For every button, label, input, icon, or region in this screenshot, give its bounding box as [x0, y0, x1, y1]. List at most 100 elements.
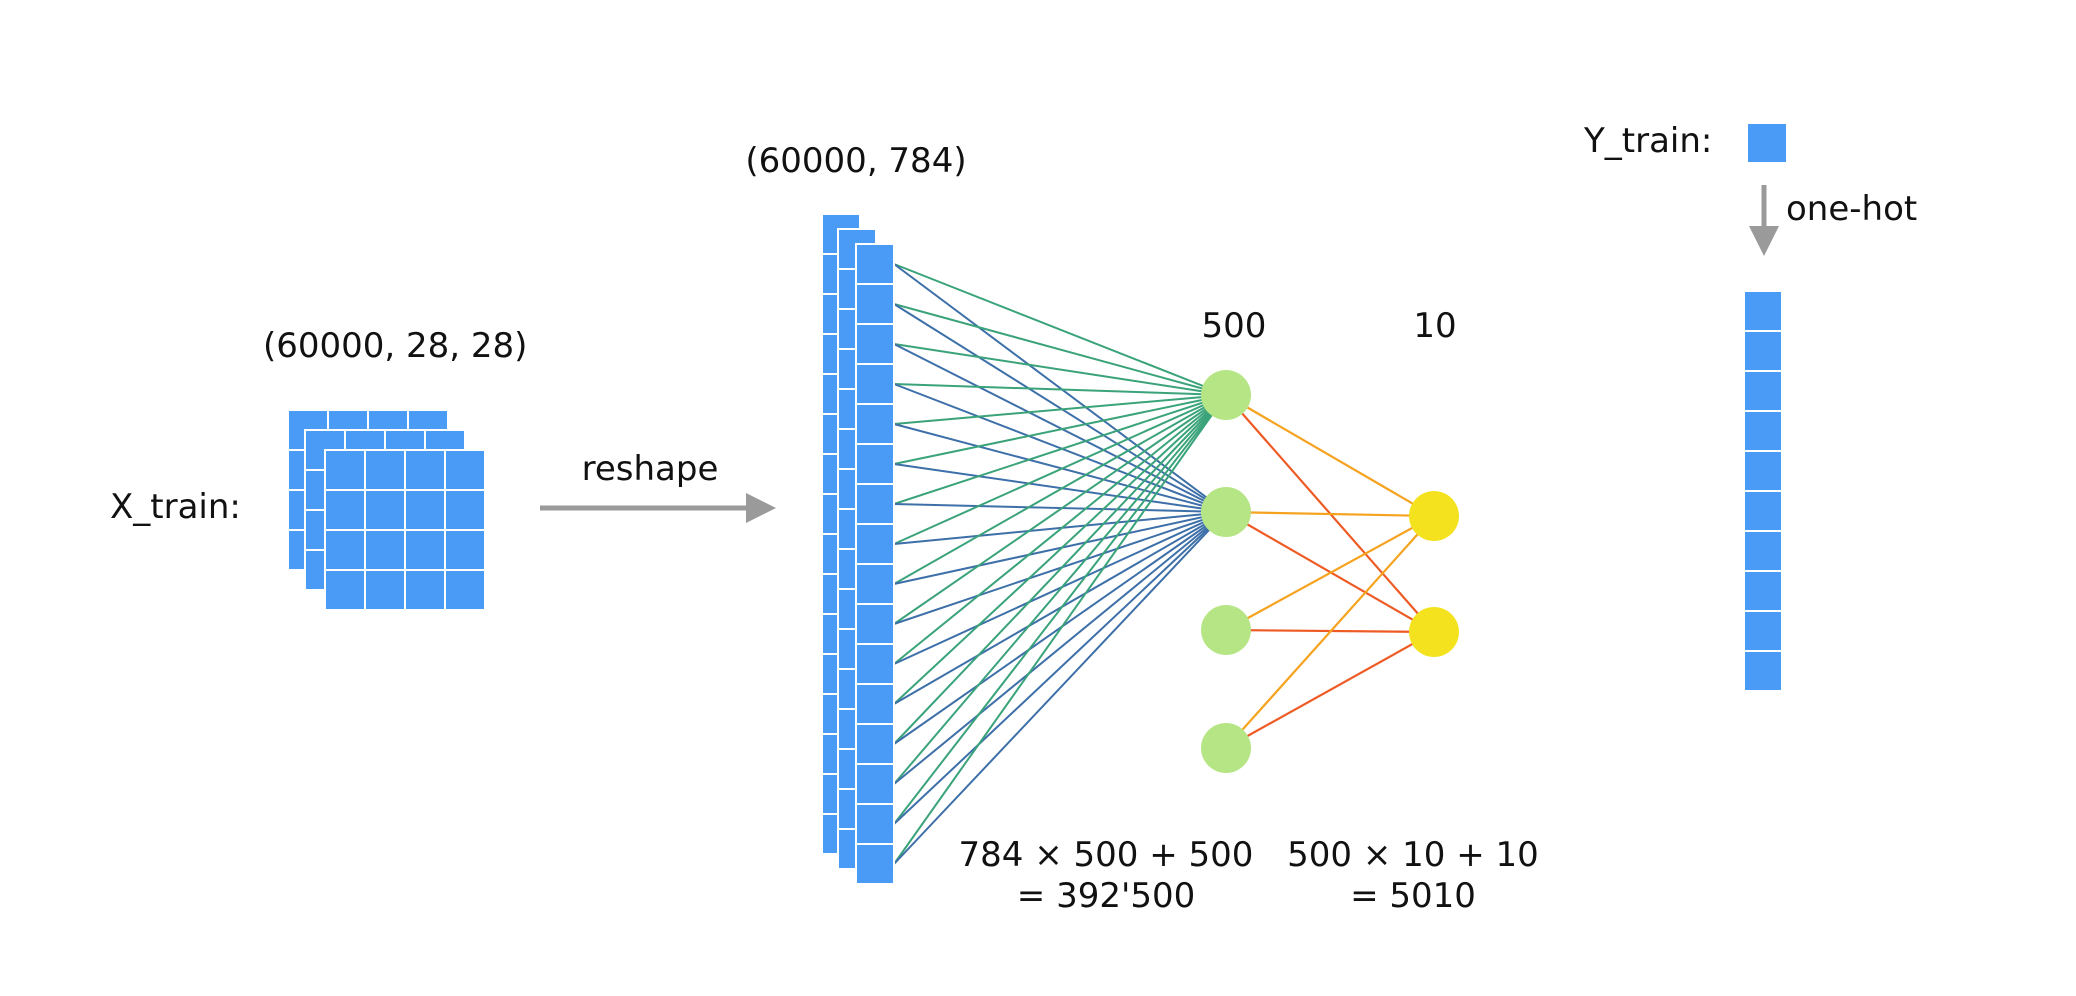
output-layer-nodes: [1409, 491, 1459, 657]
one-hot-vector: [1743, 290, 1783, 692]
image-pixel-cell: [324, 529, 366, 571]
input-vector-cell: [855, 683, 895, 725]
edge-hidden-output: [1225, 631, 1435, 749]
input-vector-cell: [855, 443, 895, 485]
edge-input-hidden: [893, 463, 1227, 513]
one-hot-cell: [1743, 370, 1783, 412]
edge-input-hidden: [893, 394, 1227, 585]
edge-input-hidden: [893, 383, 1227, 513]
edge-input-hidden: [893, 394, 1227, 705]
edge-input-hidden: [893, 394, 1227, 425]
hidden-params-line1: 784 × 500 + 500: [959, 835, 1254, 875]
edge-input-hidden: [893, 383, 1227, 396]
input-vector-cell: [855, 723, 895, 765]
hidden-node: [1201, 370, 1251, 420]
edge-hidden-output: [1225, 510, 1435, 518]
edge-hidden-output: [1225, 394, 1435, 517]
input-vector-cell: [855, 483, 895, 525]
input-vector-cell: [855, 843, 895, 885]
one-hot-cell: [1743, 570, 1783, 612]
edge-input-hidden: [893, 394, 1227, 465]
edge-input-hidden: [893, 303, 1227, 396]
edge-input-hidden: [893, 263, 1227, 513]
image-pixel-cell: [324, 569, 366, 611]
edge-input-hidden: [893, 394, 1227, 825]
image-pixel-cell: [404, 449, 446, 491]
edge-input-hidden: [893, 511, 1227, 825]
x-train-shape-label: (60000, 28, 28): [263, 326, 527, 366]
input-vector-cell: [855, 603, 895, 645]
hidden-node: [1201, 723, 1251, 773]
image-pixel-cell: [364, 449, 406, 491]
one-hot-cell: [1743, 530, 1783, 572]
image-pixel-cell: [324, 489, 366, 531]
input-vector-cell: [855, 643, 895, 685]
edge-input-hidden: [893, 394, 1227, 865]
hidden-output-connections: [1225, 394, 1435, 749]
edge-input-hidden: [893, 394, 1227, 505]
image-pixel-cell: [364, 569, 406, 611]
image-sheet: [324, 449, 486, 611]
hidden-layer-nodes: [1201, 370, 1251, 773]
input-vector-cell: [855, 563, 895, 605]
one-hot-cell: [1743, 610, 1783, 652]
edge-input-hidden: [893, 394, 1227, 785]
output-params-line1: 500 × 10 + 10: [1287, 835, 1539, 875]
output-params-line2: = 5010: [1350, 876, 1476, 916]
image-pixel-cell: [444, 449, 486, 491]
one-hot-cell: [1743, 650, 1783, 692]
flattened-shape-label: (60000, 784): [745, 141, 966, 181]
output-size-label: 10: [1413, 306, 1456, 346]
one-hot-cell: [1743, 330, 1783, 372]
one-hot-cell: [1743, 290, 1783, 332]
edge-hidden-output: [1225, 515, 1435, 749]
y-train-cell: [1748, 124, 1786, 162]
image-pixel-cell: [444, 529, 486, 571]
image-pixel-cell: [364, 489, 406, 531]
input-vector-cell: [855, 363, 895, 405]
image-pixel-cell: [404, 529, 446, 571]
edge-input-hidden: [893, 394, 1227, 665]
output-node: [1409, 607, 1459, 657]
image-pixel-cell: [364, 529, 406, 571]
edge-input-hidden: [893, 343, 1227, 396]
edge-hidden-output: [1225, 515, 1435, 631]
hidden-node: [1201, 605, 1251, 655]
image-pixel-cell: [404, 569, 446, 611]
input-vector-cell: [855, 803, 895, 845]
x-train-image-stack: [287, 409, 486, 611]
hidden-size-label: 500: [1202, 306, 1267, 346]
edge-input-hidden: [893, 423, 1227, 513]
input-vector-cell: [855, 763, 895, 805]
y-train-label: Y_train:: [1583, 121, 1712, 161]
edge-input-hidden: [893, 511, 1227, 625]
input-vector-cell: [855, 403, 895, 445]
edge-input-hidden: [893, 263, 1227, 396]
one-hot-cell: [1743, 410, 1783, 452]
image-pixel-cell: [444, 569, 486, 611]
edge-input-hidden: [893, 511, 1227, 585]
input-vector-column: [855, 243, 895, 885]
image-pixel-cell: [404, 489, 446, 531]
edge-input-hidden: [893, 343, 1227, 513]
edge-input-hidden: [893, 503, 1227, 513]
edge-input-hidden: [893, 394, 1227, 545]
one-hot-cell: [1743, 490, 1783, 532]
input-vector-cell: [855, 283, 895, 325]
edge-input-hidden: [893, 394, 1227, 745]
edge-input-hidden: [893, 394, 1227, 625]
output-node: [1409, 491, 1459, 541]
edge-input-hidden: [893, 511, 1227, 785]
edge-input-hidden: [893, 511, 1227, 545]
reshape-label: reshape: [582, 449, 719, 489]
input-vector-cell: [855, 243, 895, 285]
input-vector-cell: [855, 323, 895, 365]
edge-input-hidden: [893, 303, 1227, 513]
input-hidden-connections: [893, 263, 1227, 865]
x-train-label: X_train:: [110, 487, 241, 527]
edge-input-hidden: [893, 511, 1227, 865]
image-pixel-cell: [324, 449, 366, 491]
one-hot-label: one-hot: [1786, 189, 1917, 229]
input-vector-cell: [855, 523, 895, 565]
hidden-node: [1201, 487, 1251, 537]
